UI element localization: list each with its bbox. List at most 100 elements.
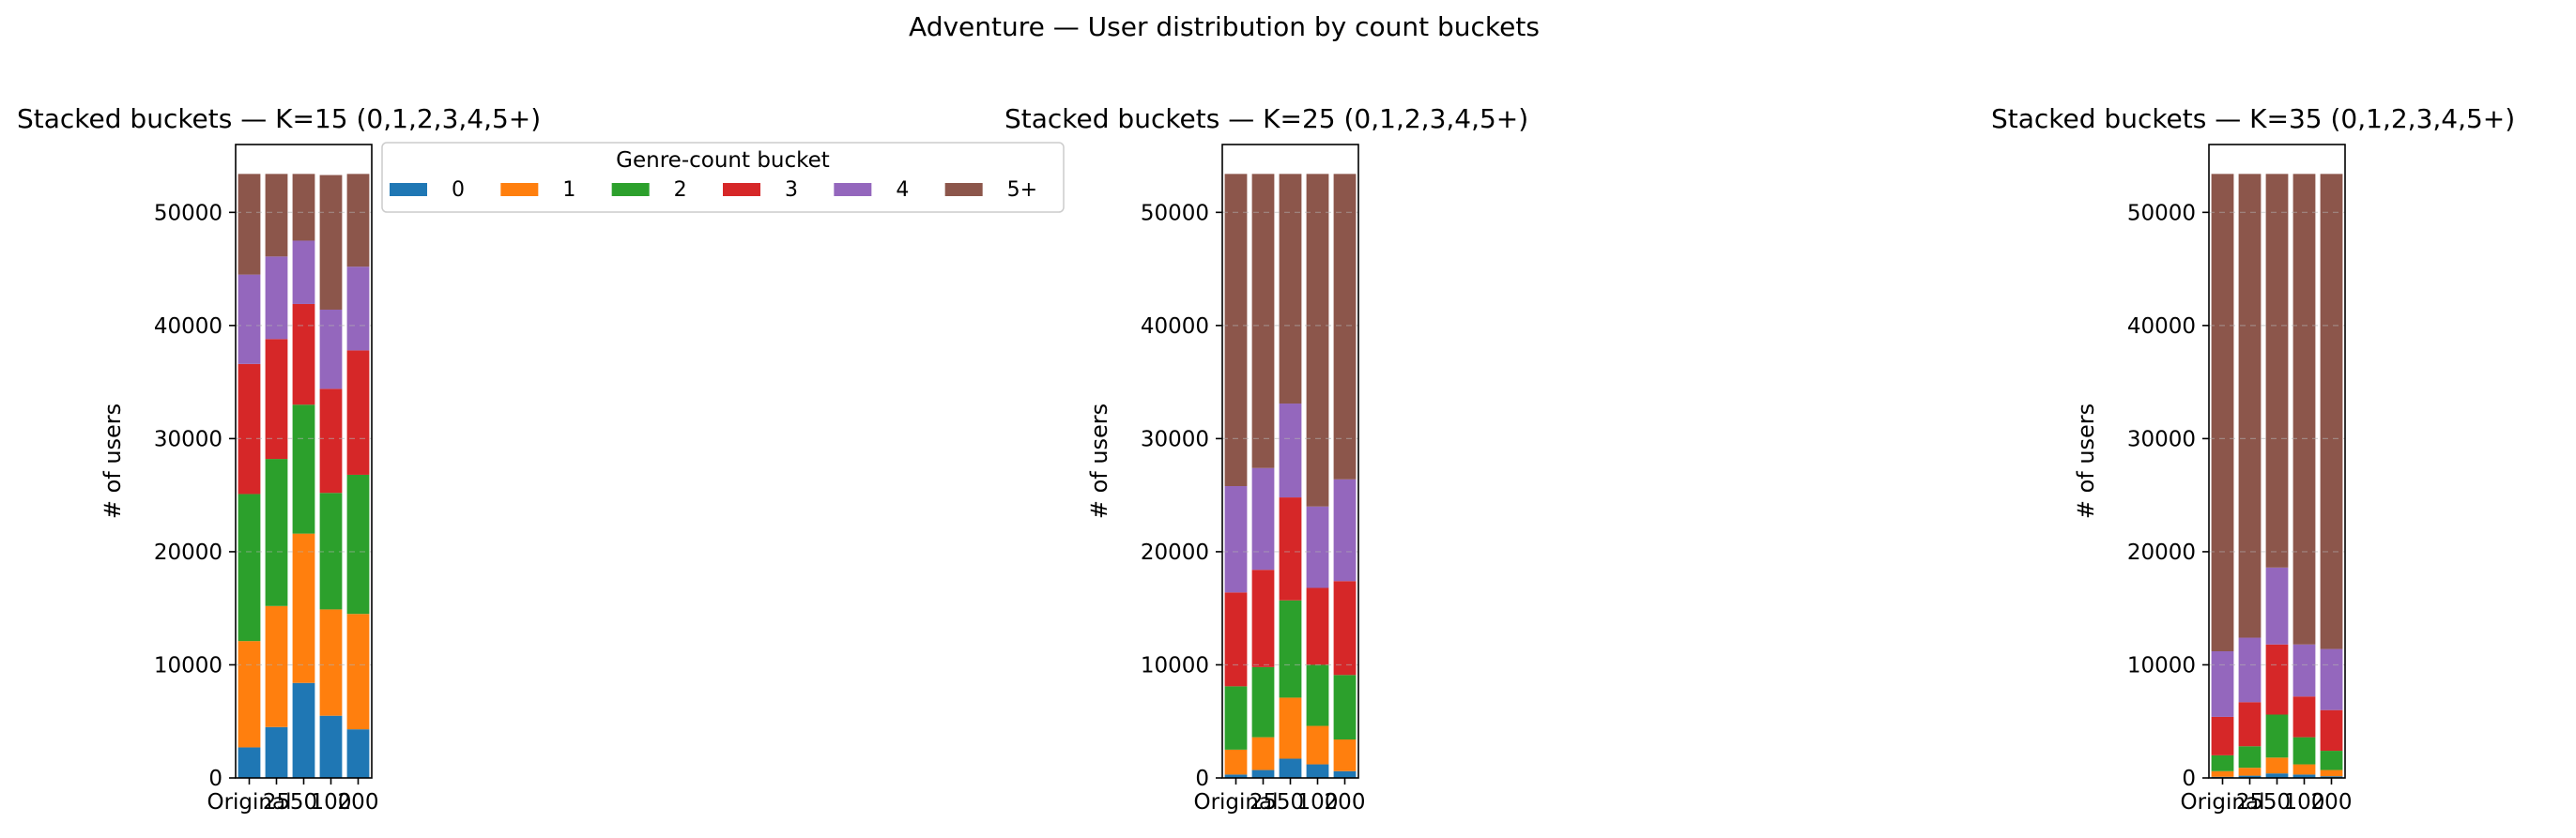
bar-segment-0-25 xyxy=(2238,775,2262,778)
y-tick-label: 20000 xyxy=(2127,541,2196,565)
bar-segment-1-50 xyxy=(1279,697,1302,759)
bar-segment-2-100 xyxy=(1306,664,1329,726)
bar-segment-3-25 xyxy=(2238,702,2262,747)
bar-segment-3-50 xyxy=(2265,644,2289,715)
x-tick-label: 100 xyxy=(1297,790,1339,815)
bar-segment-5+-50 xyxy=(292,174,315,241)
bar-segment-1-100 xyxy=(1306,725,1329,765)
y-tick-label: 10000 xyxy=(1141,653,1209,678)
bar-segment-3-50 xyxy=(1279,497,1302,601)
bar-segment-2-200 xyxy=(1333,675,1357,740)
bar-segment-5+-200 xyxy=(2320,174,2343,649)
y-tick-label: 30000 xyxy=(1141,427,1209,451)
y-tick-label: 40000 xyxy=(154,314,222,339)
x-tick-label: 50 xyxy=(2263,790,2291,815)
legend-entry-3: 3 xyxy=(785,178,798,202)
panel-title: Stacked buckets — K=25 (0,1,2,3,4,5+) xyxy=(1004,103,1528,134)
legend-entry-2: 2 xyxy=(674,178,687,202)
legend-swatch-2 xyxy=(611,183,650,196)
bar-segment-3-Original xyxy=(1224,592,1248,687)
x-tick-label: Original xyxy=(207,790,291,815)
bar-segment-5+-100 xyxy=(2292,174,2316,645)
y-tick-label: 20000 xyxy=(154,541,222,565)
y-tick-label: 40000 xyxy=(2127,314,2196,339)
bar-segment-1-Original xyxy=(1224,749,1248,775)
bar-segment-4-200 xyxy=(346,267,370,351)
bar-segment-0-50 xyxy=(2265,773,2289,778)
legend-swatch-0 xyxy=(390,183,427,196)
bar-segment-5+-100 xyxy=(1306,174,1329,507)
bar-segment-0-200 xyxy=(1333,770,1357,778)
bar-segment-4-50 xyxy=(2265,567,2289,645)
y-tick-label: 30000 xyxy=(154,427,222,451)
bar-segment-5+-Original xyxy=(238,174,261,275)
chart-panel-2: Stacked buckets — K=25 (0,1,2,3,4,5+) 0 10… xyxy=(1004,103,1528,815)
legend-swatch-1 xyxy=(500,183,539,196)
x-tick-label: 100 xyxy=(311,790,352,815)
figure-suptitle: Adventure — User distribution by count b… xyxy=(909,11,1540,42)
legend-entry-5+: 5+ xyxy=(1007,178,1037,202)
bar-segment-2-Original xyxy=(238,494,261,642)
bar-segment-5+-25 xyxy=(1251,174,1275,468)
bar-segment-4-50 xyxy=(1279,404,1302,498)
y-tick-label: 0 xyxy=(1195,767,1209,791)
legend-swatch-4 xyxy=(834,183,872,196)
bar-segment-0-25 xyxy=(265,726,288,778)
bar-segment-3-100 xyxy=(2292,696,2316,738)
bar-segment-2-200 xyxy=(346,474,370,615)
bar-segment-3-25 xyxy=(265,339,288,460)
chart-panel-3: Stacked buckets — K=35 (0,1,2,3,4,5+) 0 10… xyxy=(1991,103,2515,815)
bar-segment-5+-200 xyxy=(346,174,370,267)
bar-segment-4-200 xyxy=(2320,648,2343,710)
bar-segment-2-50 xyxy=(1279,600,1302,698)
bar-segment-3-200 xyxy=(346,350,370,475)
bar-segment-5+-50 xyxy=(2265,174,2289,568)
x-tick-label: 100 xyxy=(2284,790,2325,815)
bar-segment-0-50 xyxy=(1279,758,1302,778)
legend-swatch-3 xyxy=(723,183,760,196)
bar-segment-0-100 xyxy=(319,715,343,778)
bar-segment-2-50 xyxy=(2265,714,2289,758)
x-tick-label: 200 xyxy=(2311,790,2353,815)
legend-title: Genre-count bucket xyxy=(616,148,830,173)
y-tick-label: 30000 xyxy=(2127,427,2196,451)
bar-segment-3-100 xyxy=(1306,587,1329,665)
x-tick-label: 200 xyxy=(1325,790,1366,815)
x-tick-label: Original xyxy=(1193,790,1278,815)
bar-segment-2-Original xyxy=(1224,686,1248,750)
legend-frame xyxy=(381,142,1065,213)
legend-entry-1: 1 xyxy=(562,178,575,202)
bar-segment-3-100 xyxy=(319,389,343,494)
bar-segment-1-100 xyxy=(2292,764,2316,775)
bar-segment-4-100 xyxy=(2292,644,2316,697)
bar-segment-1-25 xyxy=(2238,768,2262,776)
bar-segment-1-Original xyxy=(2211,770,2234,777)
bar-segment-4-Original xyxy=(1224,486,1248,593)
y-axis-label: # of users xyxy=(100,404,126,519)
chart-panel-1: Stacked buckets — K=15 (0,1,2,3,4,5+) 0 10… xyxy=(17,103,541,815)
panel-title: Stacked buckets — K=35 (0,1,2,3,4,5+) xyxy=(1991,103,2515,134)
x-tick-label: 25 xyxy=(2236,790,2263,815)
bar-segment-1-100 xyxy=(319,609,343,716)
bar-segment-3-25 xyxy=(1251,570,1275,667)
bar-segment-5+-100 xyxy=(319,175,343,310)
x-tick-label: Original xyxy=(2180,790,2264,815)
bar-segment-4-Original xyxy=(238,274,261,364)
bar-segment-5+-Original xyxy=(1224,174,1248,487)
y-tick-label: 20000 xyxy=(1141,541,1209,565)
bar-segment-0-200 xyxy=(2320,776,2343,778)
bar-segment-4-100 xyxy=(1306,506,1329,588)
bar-segment-5+-200 xyxy=(1333,174,1357,480)
bar-segment-0-100 xyxy=(1306,764,1329,778)
legend-entry-4: 4 xyxy=(896,178,909,202)
bar-segment-5+-25 xyxy=(265,174,288,257)
x-tick-label: 25 xyxy=(1250,790,1277,815)
y-tick-label: 50000 xyxy=(1141,201,1209,225)
bar-segment-1-25 xyxy=(265,605,288,727)
bar-segment-4-100 xyxy=(319,309,343,389)
x-tick-label: 25 xyxy=(263,790,290,815)
bar-segment-0-100 xyxy=(2292,774,2316,778)
bar-segment-0-25 xyxy=(1251,769,1275,778)
